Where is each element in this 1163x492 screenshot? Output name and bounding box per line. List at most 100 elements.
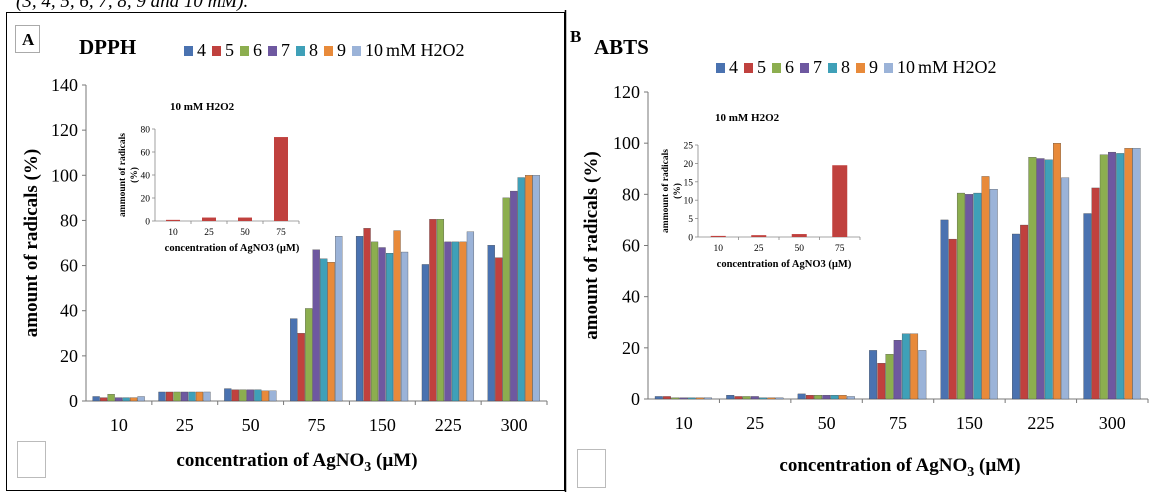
panel-a-frame [6,12,565,491]
dpph-bar-75-series-7 [312,249,320,402]
dpph-bar-300-series-5 [495,257,503,402]
abts-bar-75-series-8 [901,333,910,400]
dpph-inset-y-tick-label: 20 [141,195,151,205]
abts-y-tick-label: 80 [622,184,640,204]
abts-bar-25-series-4 [726,395,735,400]
abts-inset-y-label-line: (%) [672,183,683,199]
dpph-bar-50-series-8 [254,389,262,402]
dpph-bar-225-series-5 [429,219,437,402]
dpph-legend-label-6: 6 [253,40,262,60]
abts-bar-75-series-5 [877,363,886,400]
dpph-bar-300-series-10 [532,175,540,402]
abts-legend-label-6: 6 [785,57,794,77]
dpph-y-tick-label: 120 [51,120,78,140]
dpph-bar-50-series-6 [239,389,247,402]
abts-inset-x-tick-label: 10 [714,244,724,254]
abts-x-tick-label: 75 [889,413,907,433]
abts-bar-225-series-10 [1061,177,1070,400]
panel-a-letter: A [22,30,35,49]
dpph-bar-75-series-5 [297,333,305,402]
dpph-y-tick-label: 60 [60,256,78,276]
abts-x-label-main: concentration of AgNO [779,455,967,476]
abts-y-tick-label: 100 [613,133,640,153]
abts-bar-50-series-5 [805,395,814,400]
abts-legend-swatch-7 [800,63,809,73]
panel-b-title: ABTS [594,35,649,59]
abts-bar-150-series-6 [956,192,965,400]
abts-bar-25-series-5 [734,396,743,400]
dpph-bar-75-series-10 [335,236,343,402]
dpph-bar-10-series-7 [115,397,123,402]
abts-inset-x-tick-label: 25 [754,244,764,254]
abts-bar-50-series-8 [830,395,839,400]
abts-bar-25-series-10 [775,397,784,400]
dpph-bar-50-series-7 [246,389,254,402]
abts-bar-150-series-5 [948,238,957,400]
dpph-inset-title: 10 mM H2O2 [170,101,235,113]
dpph-bar-75-series-4 [290,318,298,402]
abts-bar-10-series-7 [679,397,688,400]
abts-bar-300-series-7 [1108,151,1116,400]
abts-bar-300-series-8 [1116,153,1125,400]
abts-inset-x-tick-label: 75 [835,244,845,254]
abts-x-tick-label: 225 [1027,413,1054,433]
abts-bar-150-series-7 [965,194,974,400]
panel-a-corner-box [17,441,46,478]
abts-inset-y-tick-label: 5 [688,215,693,225]
dpph-x-tick-label: 25 [176,415,194,435]
dpph-inset-x-tick-label: 10 [168,228,178,238]
dpph-inset-y-label-line: ammount of radicals [118,133,128,217]
abts-inset-y-tick-label: 0 [688,234,693,244]
dpph-legend-swatch-6 [240,46,249,56]
abts-bar-150-series-10 [989,189,998,400]
abts-inset-y-tick-label: 25 [684,142,694,152]
dpph-x-tick-label: 150 [369,415,396,435]
abts-bar-75-series-9 [910,333,919,400]
dpph-legend-swatch-5 [212,46,221,56]
abts-legend-swatch-9 [856,63,865,73]
abts-bar-225-series-7 [1036,158,1045,400]
dpph-bar-10-series-8 [122,397,130,402]
dpph-x-tick-label: 10 [110,415,128,435]
dpph-x-label-unit: (µM) [371,450,417,471]
abts-bar-75-series-7 [893,340,902,400]
dpph-bar-300-series-4 [487,245,495,402]
dpph-legend-label-8: 8 [309,40,318,60]
dpph-inset-y-tick-label: 40 [141,172,151,182]
abts-legend-label-7: 7 [813,57,822,77]
dpph-bar-50-series-4 [224,388,232,402]
abts-bar-25-series-6 [742,396,751,400]
abts-x-tick-label: 150 [956,413,983,433]
dpph-bar-25-series-4 [158,391,166,402]
dpph-inset-y-tick-label: 60 [141,149,151,159]
dpph-bar-50-series-10 [269,390,277,402]
abts-y-tick-label: 40 [622,287,640,307]
abts-y-tick-label: 120 [613,82,640,102]
dpph-legend-unit: mM H2O2 [386,40,465,60]
dpph-bar-10-series-9 [130,397,138,402]
abts-inset-bar-10 [710,235,726,237]
abts-x-tick-label: 25 [746,413,764,433]
dpph-y-tick-label: 40 [60,301,78,321]
abts-x-tick-label: 50 [818,413,836,433]
dpph-bar-150-series-7 [378,247,386,402]
abts-bar-225-series-6 [1028,157,1037,400]
abts-y-tick-label: 0 [631,389,640,409]
dpph-inset-bar-25 [202,217,216,221]
abts-bar-75-series-10 [918,350,927,400]
dpph-bar-225-series-7 [444,241,452,402]
dpph-y-tick-label: 100 [51,165,78,185]
abts-inset-bar-50 [791,234,807,237]
dpph-y-label: amount of radicals (%) [21,149,42,337]
dpph-bar-75-series-9 [327,262,335,402]
abts-y-label: amount of radicals (%) [581,151,602,339]
abts-inset-bar-75 [832,165,848,237]
dpph-inset-x-tick-label: 75 [276,228,286,238]
panel-b-corner-box [577,449,606,488]
abts-bar-150-series-4 [940,219,949,400]
header-fragment: (3, 4, 5, 6, 7, 8, 9 and 10 mM). [16,0,248,12]
dpph-bar-150-series-9 [393,230,401,402]
abts-bar-300-series-5 [1091,187,1100,400]
dpph-x-label: concentration of AgNO3 (µM) [176,450,417,475]
